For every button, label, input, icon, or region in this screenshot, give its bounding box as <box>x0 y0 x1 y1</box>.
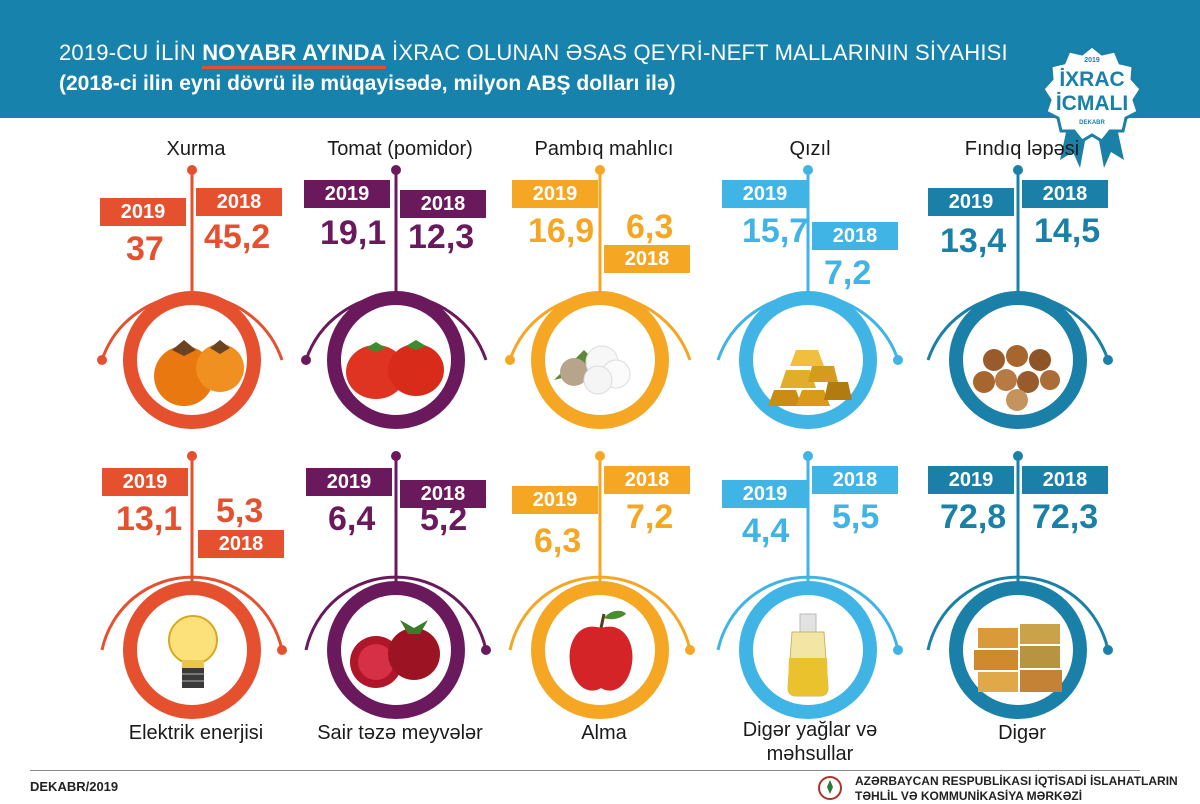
state-emblem-icon <box>818 776 842 800</box>
legend-2019: 2019 <box>722 180 808 208</box>
legend-2019: 2019 <box>304 180 390 208</box>
legend-2019: 2019 <box>928 466 1014 494</box>
value-2019: 72,8 <box>940 498 1007 536</box>
value-2018: 5,5 <box>832 498 880 536</box>
legend-2019: 2019 <box>512 486 598 514</box>
chart-item-xurma: 2019 2018 37 45,2 Xurma <box>86 130 306 460</box>
value-2018: 12,3 <box>408 218 475 256</box>
footer-org-line2: TƏHLİL VƏ KOMMUNİKASİYA MƏRKƏZİ <box>855 789 1083 803</box>
chart-item-sair-meyveler: 2019 2018 6,4 5,2 Sair təzə meyvələr <box>290 422 510 752</box>
badge-month: DEKABR <box>1079 120 1105 126</box>
legend-2018: 2018 <box>1022 466 1108 494</box>
item-label: Digər yağlar və məhsullar <box>742 719 878 765</box>
chart-item-elektrik: 2019 2018 13,1 5,3 Elektrik enerjisi <box>86 422 306 752</box>
value-2018: 7,2 <box>626 498 674 536</box>
value-2019: 4,4 <box>742 512 790 550</box>
legend-2019: 2019 <box>306 468 392 496</box>
chart-item-diger: 2019 2018 72,8 72,3 Digər <box>912 422 1132 752</box>
value-2018: 5,3 <box>216 492 264 530</box>
chart-item-findiq: 2019 2018 13,4 14,5 Fındıq ləpəsi <box>912 130 1132 460</box>
export-review-badge-icon: 2019 İXRAC İCMALI DEKABR <box>1041 44 1143 168</box>
item-label: Alma <box>581 722 627 744</box>
footer-date: DEKABR/2019 <box>30 779 119 794</box>
value-2018: 45,2 <box>204 218 271 256</box>
badge-line1: İXRAC <box>1059 68 1124 91</box>
item-label: Digər <box>998 722 1046 744</box>
legend-2018: 2018 <box>812 466 898 494</box>
chart-item-pambiq: 2019 2018 16,9 6,3 Pambıq mahlıcı <box>494 130 714 460</box>
value-2019: 19,1 <box>320 214 387 252</box>
legend-2018: 2018 <box>198 530 284 558</box>
value-2019: 16,9 <box>528 212 595 250</box>
legend-2018: 2018 <box>604 245 690 273</box>
value-2019: 37 <box>126 230 164 268</box>
item-label: Elektrik enerjisi <box>128 722 264 744</box>
persimmon-icon <box>154 340 244 406</box>
legend-2019: 2019 <box>928 188 1014 216</box>
value-2018: 7,2 <box>824 254 872 292</box>
chart-item-qizil: 2019 2018 15,7 7,2 Qızıl <box>700 130 920 460</box>
containers-icon <box>974 624 1062 692</box>
cotton-icon <box>554 345 631 395</box>
item-label: Qızıl <box>789 138 831 160</box>
value-2018: 72,3 <box>1032 498 1099 536</box>
legend-2018: 2018 <box>196 188 282 216</box>
item-label: Fındıq ləpəsi <box>964 138 1080 160</box>
value-2018: 5,2 <box>420 500 468 538</box>
badge-line2: İCMALI <box>1056 92 1128 115</box>
pomegranate-icon <box>350 620 440 688</box>
value-2019: 6,3 <box>534 522 582 560</box>
badge-year: 2019 <box>1084 57 1100 64</box>
chart-item-diger-yaglar: 2019 2018 4,4 5,5 Digər yağlar və məhsul… <box>700 422 920 765</box>
value-2019: 6,4 <box>328 500 376 538</box>
legend-2018: 2018 <box>1022 180 1108 208</box>
item-label: Tomat (pomidor) <box>327 138 473 160</box>
item-label: Pambıq mahlıcı <box>534 138 674 160</box>
light-bulb-icon <box>168 615 218 688</box>
legend-2018: 2018 <box>400 480 486 508</box>
value-2018: 6,3 <box>626 208 674 246</box>
value-2018: 14,5 <box>1034 212 1101 250</box>
legend-2019: 2019 <box>102 468 188 496</box>
legend-2018: 2018 <box>812 222 898 250</box>
value-2019: 13,4 <box>940 222 1007 260</box>
apple-icon <box>569 610 633 691</box>
chart-item-tomat: 2019 2018 19,1 12,3 Tomat (pomidor) <box>290 130 510 460</box>
value-2019: 13,1 <box>116 500 183 538</box>
gold-bars-icon <box>768 350 852 406</box>
chart-item-alma: 2019 2018 6,3 7,2 Alma <box>494 422 714 752</box>
footer-divider <box>30 770 1140 771</box>
legend-2019: 2019 <box>512 180 598 208</box>
footer-org-line1: AZƏRBAYCAN RESPUBLİKASI İQTİSADİ İSLAHAT… <box>855 774 1178 788</box>
item-label: Sair təzə meyvələr <box>317 722 483 744</box>
legend-2018: 2018 <box>400 190 486 218</box>
legend-2019: 2019 <box>722 480 808 508</box>
title-highlight: NOYABR AYINDA <box>202 40 386 69</box>
header-banner: 2019-CU İLİN NOYABR AYINDA İXRAC OLUNAN … <box>0 0 1200 118</box>
title-part2: İXRAC OLUNAN ƏSAS QEYRİ-NEFT MALLARININ … <box>385 40 1008 65</box>
value-2019: 15,7 <box>742 212 809 250</box>
legend-2018: 2018 <box>604 466 690 494</box>
hazelnut-icon <box>973 345 1060 411</box>
title-part1: 2019-CU İLİN <box>59 40 203 65</box>
item-label: Xurma <box>166 138 226 160</box>
legend-2019: 2019 <box>100 198 186 226</box>
page-subtitle: (2018-ci ilin eyni dövrü ilə müqayisədə,… <box>59 72 676 95</box>
tomato-icon <box>346 340 444 399</box>
oil-bottle-icon <box>787 613 829 697</box>
page-title: 2019-CU İLİN NOYABR AYINDA İXRAC OLUNAN … <box>59 40 1008 69</box>
